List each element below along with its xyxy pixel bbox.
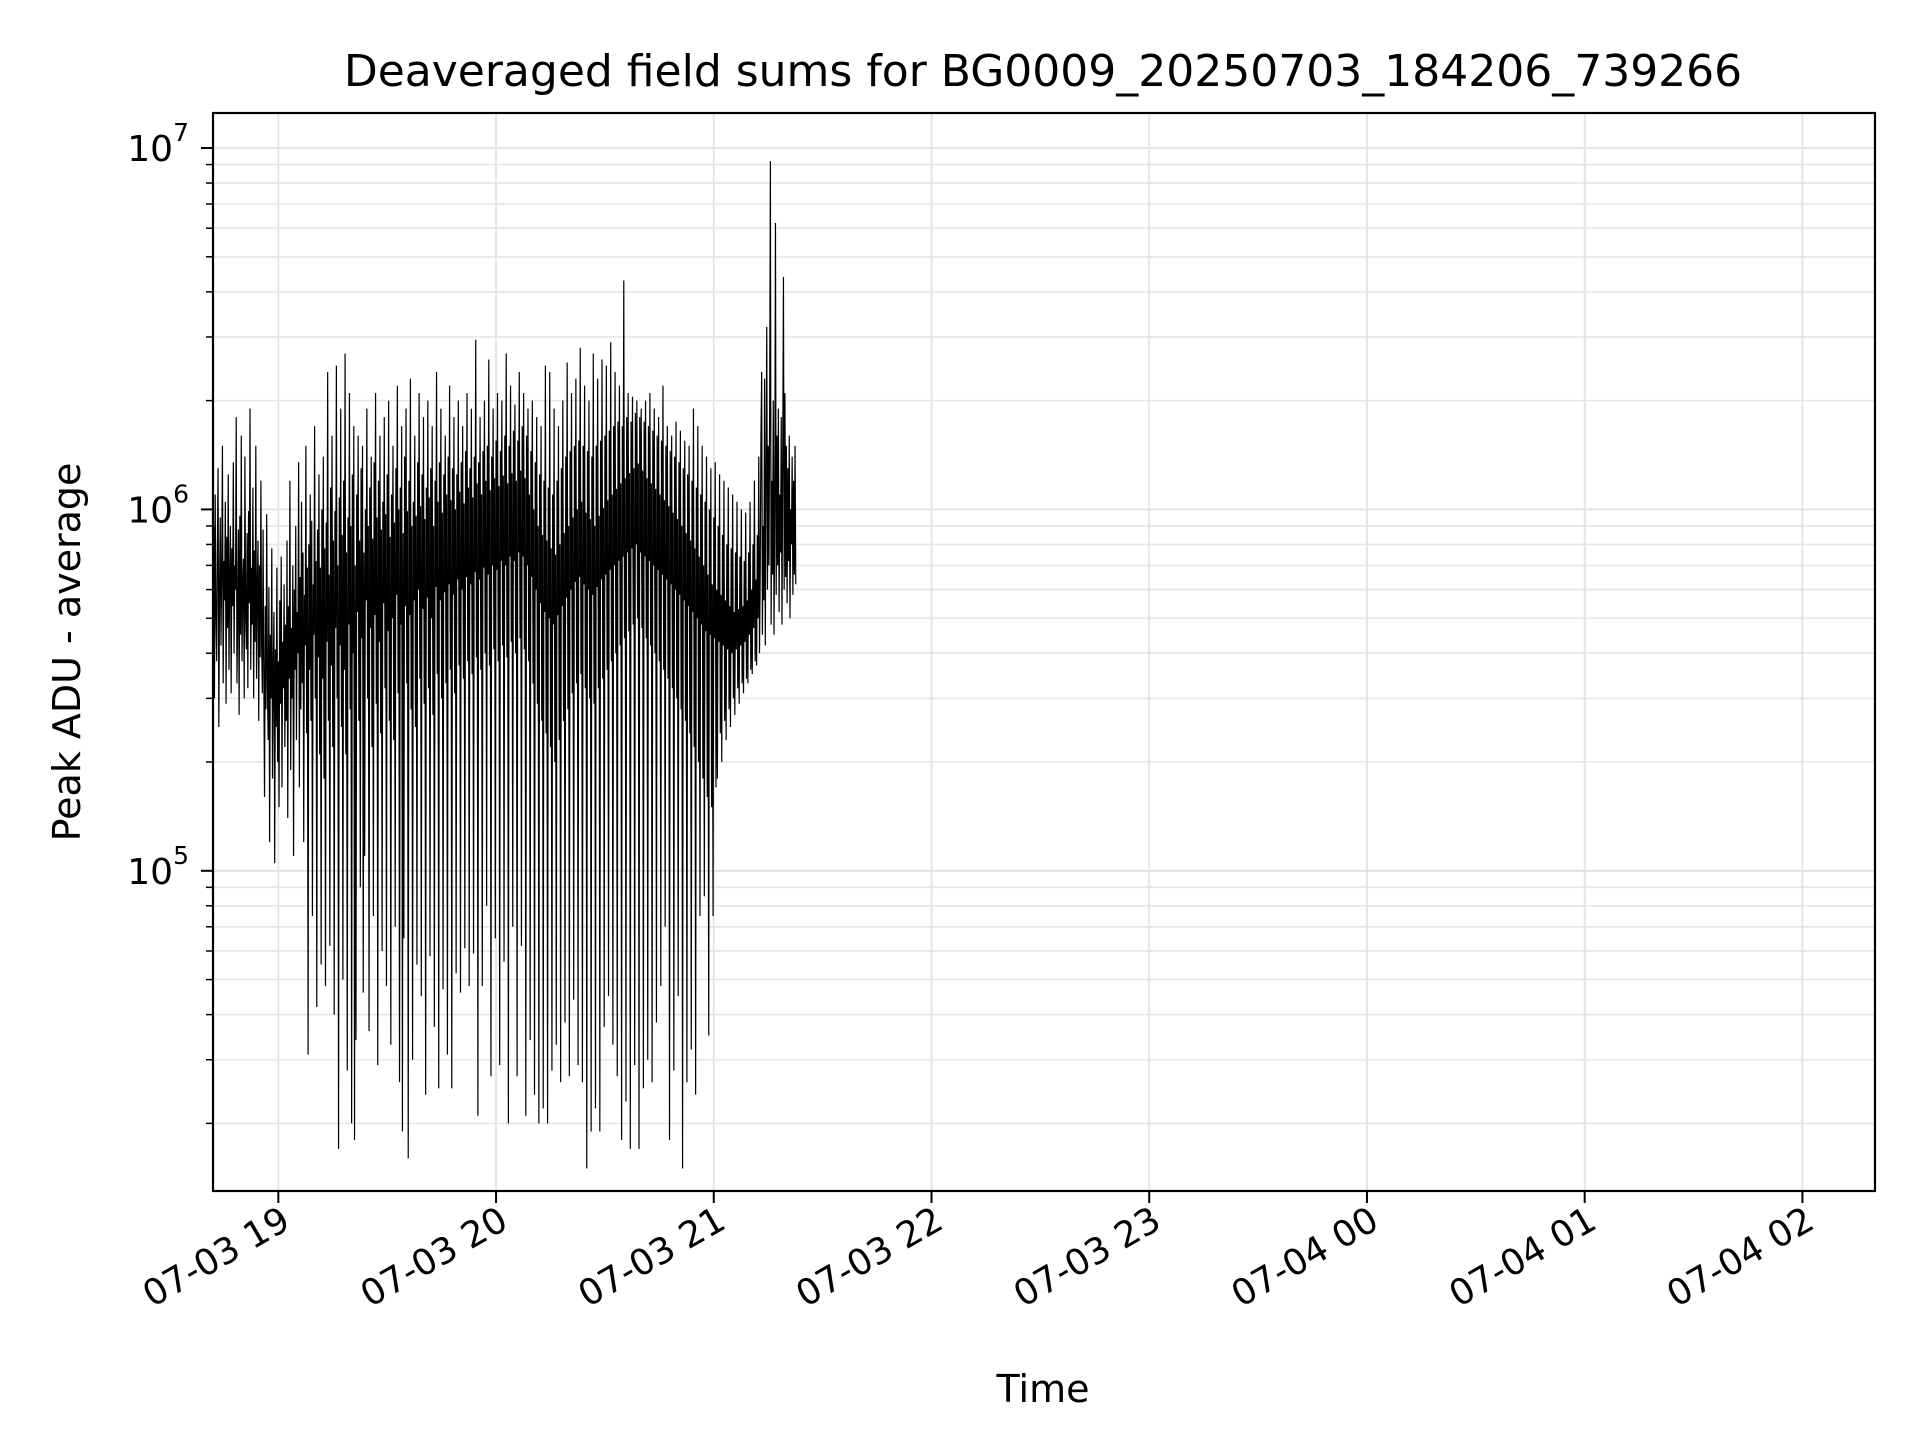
series-line — [212, 161, 797, 1169]
y-axis-label: Peak ADU - average — [45, 463, 89, 842]
y-tick-label-0: 105 — [127, 841, 189, 893]
y-tick-exponent: 7 — [173, 118, 189, 147]
y-tick-label-1: 106 — [127, 479, 189, 531]
series-layer — [212, 161, 797, 1169]
plot-frame — [211, 111, 1877, 1193]
y-minor-ticks — [206, 163, 213, 1125]
y-tick-base: 10 — [127, 852, 173, 893]
y-tick-base: 10 — [127, 490, 173, 531]
x-axis-label: Time — [996, 1367, 1090, 1411]
y-tick-exponent: 5 — [173, 841, 189, 870]
y-tick-base: 10 — [127, 129, 173, 170]
chart-title: Deaveraged field sums for BG0009_2025070… — [344, 46, 1742, 97]
y-tick-exponent: 6 — [173, 479, 189, 508]
y-tick-label-2: 107 — [127, 118, 189, 170]
